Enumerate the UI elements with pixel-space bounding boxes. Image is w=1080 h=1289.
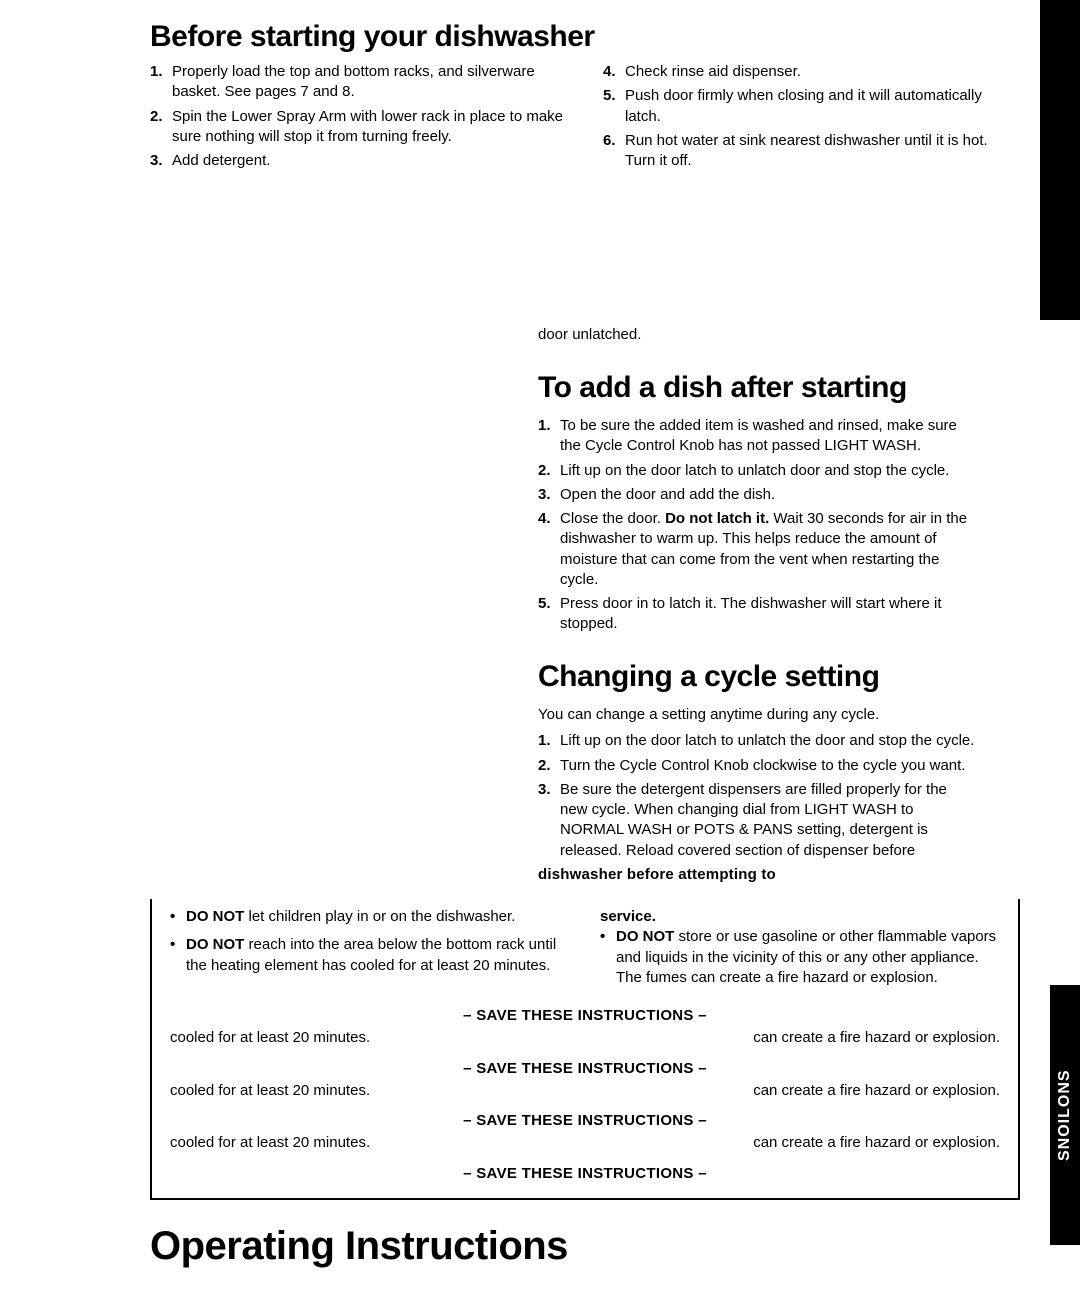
list-item: 6Run hot water at sink nearest dishwashe… [603,131,1020,172]
repeat-left: cooled for at least 20 minutes. [170,1133,370,1153]
text: Be sure the detergent dispensers are fil… [560,781,947,859]
add-dish-list: 1To be sure the added item is washed and… [538,416,978,635]
right-column: door unlatched. To add a dish after star… [538,325,978,885]
save-instructions-label: – SAVE THESE INSTRUCTIONS – [170,1006,1000,1026]
list-item: 1To be sure the added item is washed and… [538,416,978,457]
before-starting-right: 4Check rinse aid dispenser. 5Push door f… [603,62,1020,175]
text: Turn the Cycle Control Knob clockwise to… [560,757,965,774]
text: Close the door. Do not latch it. Wait 30… [560,510,967,588]
changing-cycle-list: 1Lift up on the door latch to unlatch th… [538,731,978,861]
warnings-left: DO NOT let children play in or on the di… [170,907,570,996]
list-item: 1Properly load the top and bottom racks,… [150,62,567,103]
list-item: 5Press door in to latch it. The dishwash… [538,594,978,635]
warnings-box: DO NOT let children play in or on the di… [150,899,1020,1200]
repeat-left: cooled for at least 20 minutes. [170,1028,370,1048]
before-starting-left: 1Properly load the top and bottom racks,… [150,62,567,175]
repeat-left: cooled for at least 20 minutes. [170,1081,370,1101]
list-item: 3Open the door and add the dish. [538,485,978,505]
overprint-fragment: dishwasher before attempting to [538,865,978,885]
warnings-right: service. DO NOT store or use gasoline or… [600,907,1000,996]
text: Push door firmly when closing and it wil… [625,87,982,124]
text: Spin the Lower Spray Arm with lower rack… [172,108,563,145]
list-item: 4 Close the door. Do not latch it. Wait … [538,509,978,590]
changing-cycle-intro: You can change a setting anytime during … [538,705,978,725]
heading-operating-instructions: Operating Instructions [150,1224,1020,1269]
text: To be sure the added item is washed and … [560,417,957,454]
text: Properly load the top and bottom racks, … [172,63,535,100]
list-item: 2Spin the Lower Spray Arm with lower rac… [150,107,567,148]
page: Before starting your dishwasher 1Properl… [0,0,1080,1289]
save-instructions-label: – SAVE THESE INSTRUCTIONS – [170,1111,1000,1131]
repeat-right: can create a fire hazard or explosion. [753,1133,1000,1153]
service-label: service. [600,908,656,925]
text: Lift up on the door latch to unlatch the… [560,732,974,749]
repeat-block: – SAVE THESE INSTRUCTIONS – cooled for a… [170,1006,1000,1154]
list-item: 3Add detergent. [150,151,567,171]
heading-changing-cycle: Changing a cycle setting [538,657,978,698]
before-starting-columns: 1Properly load the top and bottom racks,… [150,62,1020,175]
text: Add detergent. [172,152,270,169]
list-item: DO NOT store or use gasoline or other fl… [600,927,1000,988]
list-item: 4Check rinse aid dispenser. [603,62,1020,82]
save-instructions-label: – SAVE THESE INSTRUCTIONS – [170,1059,1000,1079]
list-item: DO NOT reach into the area below the bot… [170,935,570,976]
text: Lift up on the door latch to unlatch doo… [560,462,949,479]
text: Run hot water at sink nearest dishwasher… [625,132,988,169]
text: Open the door and add the dish. [560,486,775,503]
list-item: 5Push door firmly when closing and it wi… [603,86,1020,127]
list-item: 3Be sure the detergent dispensers are fi… [538,780,978,861]
list-item: 2Lift up on the door latch to unlatch do… [538,461,978,481]
repeat-right: can create a fire hazard or explosion. [753,1028,1000,1048]
text: Check rinse aid dispenser. [625,63,801,80]
fragment-door-unlatched: door unlatched. [538,325,978,345]
list-item: 2Turn the Cycle Control Knob clockwise t… [538,756,978,776]
heading-before-starting: Before starting your dishwasher [150,20,1020,54]
list-item: DO NOT let children play in or on the di… [170,907,570,927]
repeat-right: can create a fire hazard or explosion. [753,1081,1000,1101]
text: Press door in to latch it. The dishwashe… [560,595,942,632]
save-instructions-final: – SAVE THESE INSTRUCTIONS – [170,1164,1000,1184]
heading-add-dish: To add a dish after starting [538,368,978,409]
list-item: 1Lift up on the door latch to unlatch th… [538,731,978,751]
